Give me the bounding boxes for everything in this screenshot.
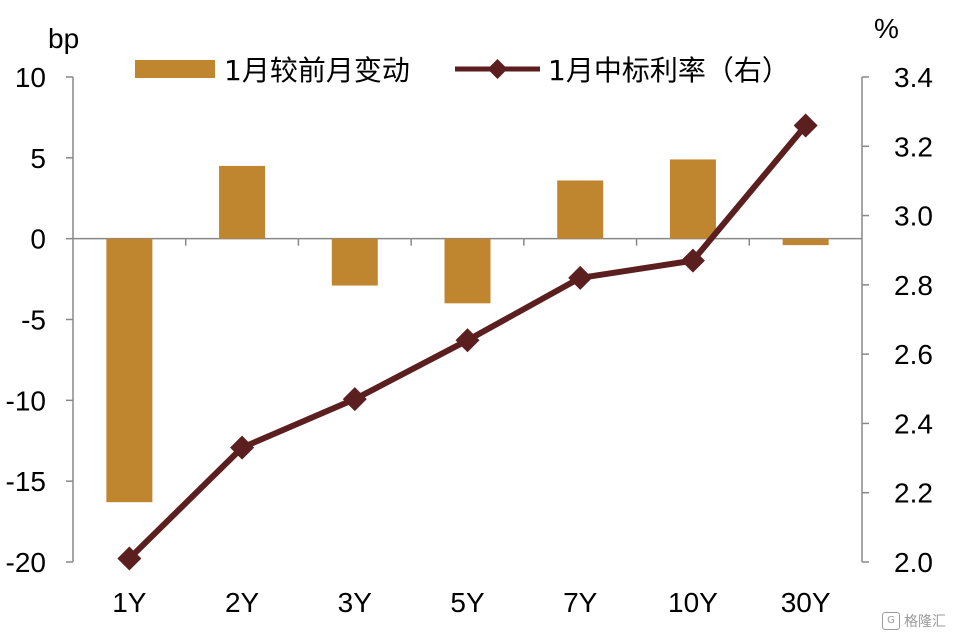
line-point bbox=[230, 435, 255, 460]
left-tick-label: -20 bbox=[6, 547, 46, 578]
line-point bbox=[568, 265, 593, 290]
right-tick-label: 2.4 bbox=[894, 408, 933, 439]
category-label: 2Y bbox=[225, 587, 260, 618]
right-tick-label: 3.4 bbox=[894, 62, 933, 93]
axes bbox=[66, 76, 869, 563]
line-point bbox=[680, 248, 705, 273]
tick-labels: 10 5 0 -5 -10 -15 -20 3.4 3.2 3.0 2.8 2.6 2.4 2.2 2.0 1… bbox=[6, 62, 933, 618]
bar bbox=[782, 238, 829, 246]
right-tick-label: 2.8 bbox=[894, 270, 933, 301]
category-label: 30Y bbox=[781, 587, 831, 618]
bar bbox=[669, 159, 716, 239]
watermark-text: 格隆汇 bbox=[904, 614, 946, 630]
line-point bbox=[342, 387, 367, 412]
right-tick-label: 2.2 bbox=[894, 478, 933, 509]
left-tick-label: 10 bbox=[15, 62, 46, 93]
left-axis-unit: bp bbox=[48, 23, 79, 54]
bar bbox=[219, 165, 266, 239]
right-tick-label: 2.0 bbox=[894, 547, 933, 578]
legend-bar-swatch bbox=[135, 60, 215, 78]
bar bbox=[331, 238, 378, 286]
category-label: 7Y bbox=[563, 587, 598, 618]
gelonghui-logo-icon: G bbox=[882, 612, 900, 630]
left-tick-label: -10 bbox=[6, 385, 46, 416]
category-label: 1Y bbox=[112, 587, 147, 618]
left-tick-label: -15 bbox=[6, 466, 46, 497]
watermark: G 格隆汇 bbox=[882, 611, 946, 631]
legend-line-label: 1月中标利率（右） bbox=[548, 54, 790, 87]
line-series bbox=[117, 113, 818, 571]
right-tick-label: 3.0 bbox=[894, 201, 933, 232]
line-point bbox=[793, 113, 818, 138]
category-label: 10Y bbox=[668, 587, 718, 618]
category-label: 3Y bbox=[338, 587, 373, 618]
bar bbox=[106, 238, 153, 503]
line-point bbox=[455, 328, 480, 353]
left-tick-label: -5 bbox=[21, 305, 46, 336]
right-tick-label: 2.6 bbox=[894, 339, 933, 370]
legend: 1月较前月变动 1月中标利率（右） bbox=[135, 54, 790, 87]
right-tick-label: 3.2 bbox=[894, 131, 933, 162]
left-tick-label: 0 bbox=[30, 224, 46, 255]
right-axis-unit: % bbox=[874, 13, 899, 44]
bar bbox=[444, 238, 491, 304]
legend-bar-label: 1月较前月变动 bbox=[224, 54, 410, 87]
legend-line-marker-icon bbox=[487, 59, 508, 79]
bar-series bbox=[106, 159, 829, 503]
left-tick-label: 5 bbox=[30, 143, 46, 174]
category-label: 5Y bbox=[450, 587, 485, 618]
bar bbox=[557, 180, 604, 239]
line-point bbox=[117, 546, 142, 571]
